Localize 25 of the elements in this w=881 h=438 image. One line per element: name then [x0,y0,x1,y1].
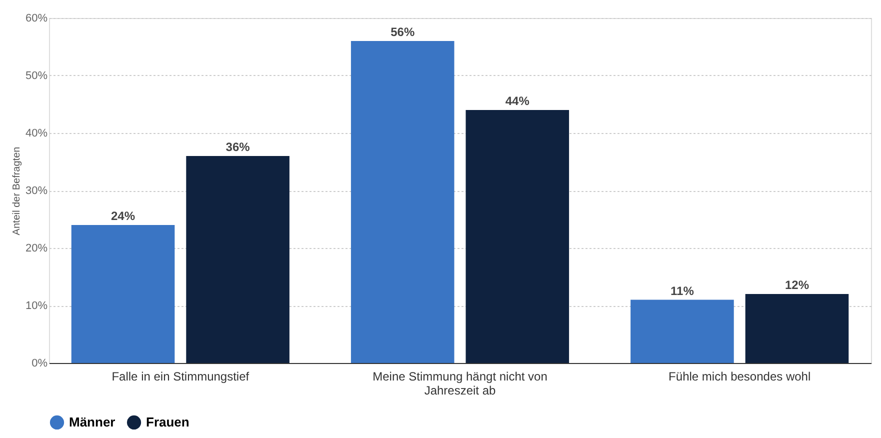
bar [630,300,734,363]
bar [71,225,175,363]
data-label: 11% [670,284,694,298]
legend-label: Männer [69,414,116,430]
bar [745,294,849,363]
y-tick-label: 60% [25,12,48,24]
y-tick-label: 30% [25,185,48,197]
bar [466,110,570,363]
data-label: 12% [784,278,810,292]
legend-label: Frauen [146,414,190,430]
x-tick-label: Falle in ein Stimmungstief [112,370,250,384]
data-label: 44% [505,94,530,108]
data-label: 56% [390,25,415,39]
data-label: 24% [111,209,136,223]
y-tick-label: 40% [25,128,48,140]
y-tick-label: 0% [32,358,48,370]
x-tick-label: Meine Stimmung hängt nicht von Jahreszeit ab [372,370,548,398]
y-axis-title: Anteil der Befragten [11,146,22,236]
y-tick-label: 50% [25,70,48,82]
bar [186,156,290,363]
data-label: 36% [226,140,250,154]
y-tick-label: 20% [25,242,48,254]
bar [350,41,454,363]
x-tick-label: Fühle mich besondes wohl [668,370,811,384]
y-tick-label: 10% [25,300,48,312]
